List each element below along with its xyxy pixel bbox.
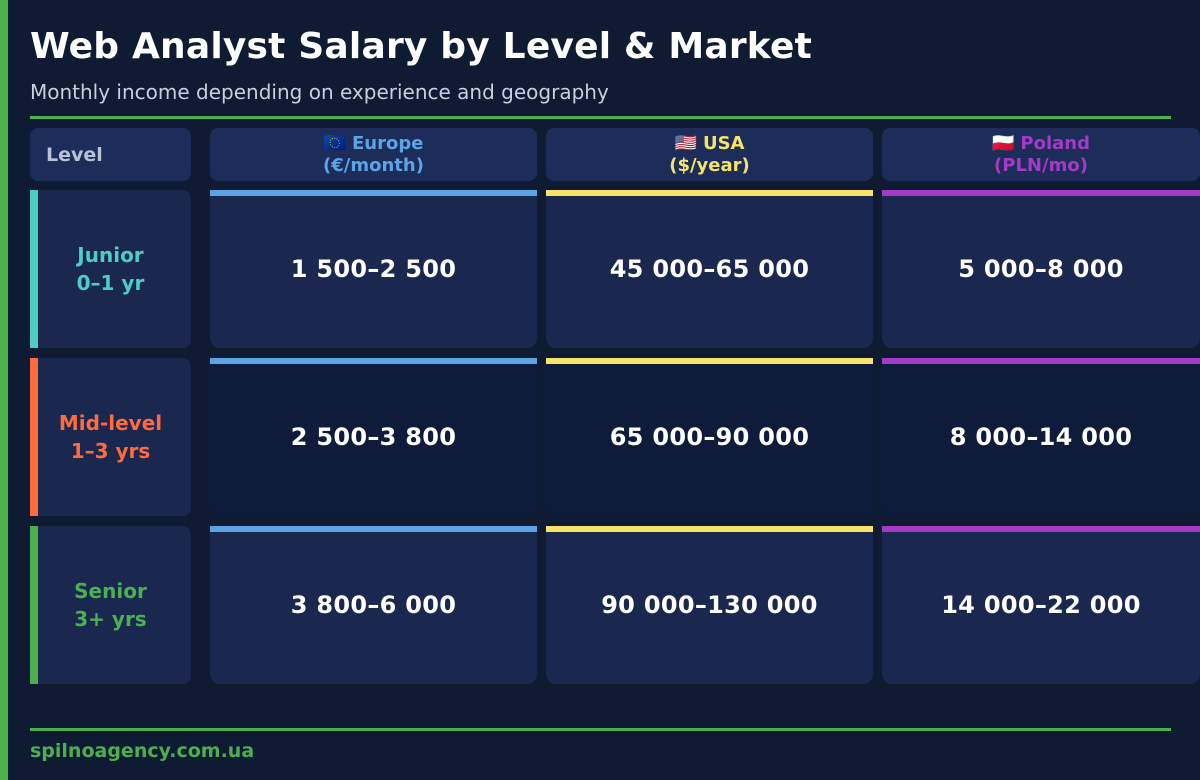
salary-range: 5 000–8 000: [958, 255, 1124, 283]
market-color-bar: [210, 358, 537, 364]
level-color-stripe: [30, 190, 38, 348]
salary-range: 90 000–130 000: [601, 591, 818, 619]
market-unit: (PLN/mo): [994, 154, 1088, 176]
market-color-bar: [546, 358, 873, 364]
level-experience: 0–1 yr: [76, 271, 145, 295]
footer-site-link[interactable]: spilnoagency.com.ua: [30, 740, 255, 762]
level-cell-senior: Senior 3+ yrs: [30, 526, 191, 684]
level-experience: 1–3 yrs: [70, 439, 151, 463]
level-header-label: Level: [46, 143, 103, 166]
level-cell-junior: Junior 0–1 yr: [30, 190, 191, 348]
market-header-europe: 🇪🇺 Europe (€/month): [210, 128, 537, 181]
market-header-usa: 🇺🇸 USA ($/year): [546, 128, 873, 181]
market-unit: ($/year): [669, 154, 750, 176]
level-color-stripe: [30, 358, 38, 516]
salary-cell-mid-level-usa: 65 000–90 000: [546, 358, 873, 516]
market-label: Poland: [1020, 132, 1090, 154]
level-experience: 3+ yrs: [74, 607, 147, 631]
salary-range: 2 500–3 800: [290, 423, 457, 451]
salary-cell-senior-poland: 14 000–22 000: [882, 526, 1200, 684]
top-divider: [30, 116, 1171, 119]
salary-cell-mid-level-poland: 8 000–14 000: [882, 358, 1200, 516]
salary-range: 1 500–2 500: [290, 255, 457, 283]
market-color-bar: [210, 190, 537, 196]
salary-range: 65 000–90 000: [609, 423, 810, 451]
salary-cell-senior-europe: 3 800–6 000: [210, 526, 537, 684]
level-name: Senior: [74, 579, 147, 603]
page-title: Web Analyst Salary by Level & Market: [30, 26, 812, 67]
salary-cell-mid-level-europe: 2 500–3 800: [210, 358, 537, 516]
market-color-bar: [210, 526, 537, 532]
market-color-bar: [546, 526, 873, 532]
left-accent-bar: [0, 0, 8, 780]
market-name: 🇪🇺 Europe: [324, 133, 424, 155]
level-column-header: Level: [30, 128, 191, 181]
market-color-bar: [882, 358, 1200, 364]
salary-range: 45 000–65 000: [609, 255, 810, 283]
flag-icon: 🇺🇸: [674, 132, 697, 154]
salary-cell-senior-usa: 90 000–130 000: [546, 526, 873, 684]
salary-range: 14 000–22 000: [941, 591, 1141, 619]
salary-cell-junior-poland: 5 000–8 000: [882, 190, 1200, 348]
salary-cell-junior-europe: 1 500–2 500: [210, 190, 537, 348]
salary-range: 8 000–14 000: [949, 423, 1133, 451]
level-name: Junior: [77, 243, 144, 267]
market-color-bar: [882, 526, 1200, 532]
salary-cell-junior-usa: 45 000–65 000: [546, 190, 873, 348]
market-unit: (€/month): [323, 154, 424, 176]
market-name: 🇺🇸 USA: [675, 133, 745, 155]
bottom-divider: [30, 728, 1171, 731]
market-label: Europe: [351, 132, 424, 154]
flag-icon: 🇵🇱: [992, 132, 1015, 154]
page-subtitle: Monthly income depending on experience a…: [30, 80, 609, 104]
market-color-bar: [546, 190, 873, 196]
level-color-stripe: [30, 526, 38, 684]
level-cell-mid-level: Mid-level 1–3 yrs: [30, 358, 191, 516]
market-name: 🇵🇱 Poland: [992, 133, 1090, 155]
salary-range: 3 800–6 000: [290, 591, 457, 619]
market-color-bar: [882, 190, 1200, 196]
level-name: Mid-level: [58, 411, 163, 435]
market-header-poland: 🇵🇱 Poland (PLN/mo): [882, 128, 1200, 181]
market-label: USA: [702, 132, 745, 154]
flag-icon: 🇪🇺: [323, 132, 346, 154]
